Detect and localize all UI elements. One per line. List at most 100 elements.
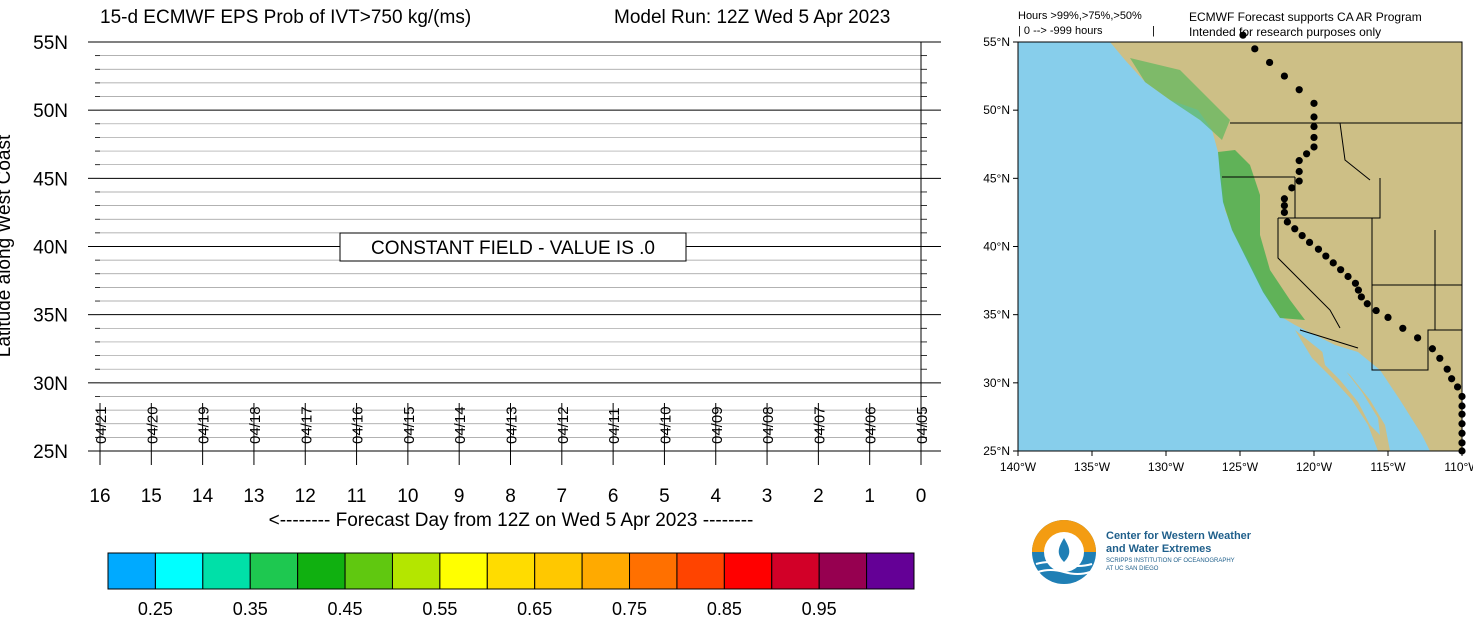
state-borders [1222,122,1462,371]
coast-point-dot [1303,150,1311,158]
map-lat-label: 55°N [983,35,1010,49]
coast-point-dot [1295,157,1303,165]
colorbar-box [866,552,915,590]
y-tick-label: 50N [33,101,68,122]
coast-point-dot [1351,279,1360,287]
north-green [1130,58,1230,140]
model-run-label: Model Run: 12Z Wed 5 Apr 2023 [614,7,891,28]
coast-point-dot [1295,177,1303,185]
x-tick-label: 10 [397,486,418,507]
x-tick-label: 12 [295,486,316,507]
coast-point-dot [1295,86,1303,94]
colorbar-label: 0.25 [138,599,173,619]
coast-point-dot [1280,202,1288,210]
cw3e-logo-icon [1032,520,1096,584]
colorbar-box [202,552,251,590]
x-tick-label: 2 [813,486,824,507]
colorbar-box [344,552,393,590]
date-label: 04/18 [247,406,264,444]
x-tick-label: 15 [141,486,162,507]
coast-point-dot [1354,286,1362,294]
coast-point-dot [1363,300,1371,308]
y-tick-label: 45N [33,169,68,190]
date-label: 04/21 [93,406,110,444]
date-label: 04/20 [144,406,161,444]
coast-point-dot [1266,58,1274,67]
coast-point-dot [1310,122,1318,131]
coast-point-dot [1310,143,1318,151]
chart-grid [100,41,921,452]
colorbar-box [629,552,678,590]
map-lon-label: 125°W [1222,460,1259,474]
map-note-2: Intended for research purposes only [1189,25,1382,39]
coast-point-dot [1310,113,1318,121]
coast-point-dot [1428,345,1436,353]
coastal-green [1218,150,1305,320]
colorbar-box [723,552,773,590]
logo-line-4: AT UC SAN DIEGO [1106,566,1159,572]
coast-point-dot [1329,259,1337,267]
x-tick-label: 7 [557,486,568,507]
x-tick-label: 1 [864,486,875,507]
y-tick-label: 30N [33,374,68,395]
coast-point-dot [1372,306,1380,315]
date-label: 04/10 [657,406,674,444]
logo-line-1: Center for Western Weather [1106,530,1252,542]
gulf-of-california [1322,350,1380,435]
colorbar-box [154,552,204,590]
map-note-1: ECMWF Forecast supports CA AR Program [1189,10,1422,24]
chart-title: 15-d ECMWF EPS Prob of IVT>750 kg/(ms) [100,7,472,28]
colorbar-box [818,552,868,590]
date-label: 04/08 [760,406,777,444]
coast-point-dot [1291,225,1299,233]
colorbar-box [249,552,299,590]
annotation-box [339,232,687,262]
coast-point-dot [1414,334,1422,342]
colorbar-label: 0.45 [328,599,363,619]
coast-point-dot [1280,195,1288,203]
x-tick-label: 4 [710,486,721,507]
map-lon-label: 140°W [1000,460,1037,474]
colorbar-label: 0.75 [612,599,647,619]
coast-point-dot [1448,375,1456,383]
colorbar-box [486,552,536,590]
coast-point-dot [1280,208,1288,217]
date-label: 04/13 [504,406,521,444]
chart-axes [88,41,941,465]
map-lon-label: 130°W [1148,460,1185,474]
logo-line-3: SCRIPPS INSTITUTION OF OCEANOGRAPHY [1106,558,1235,564]
map-legend-separator: | [1152,25,1155,37]
x-tick-label: 0 [916,486,927,507]
x-tick-label: 11 [347,486,367,507]
coast-point-dot [1310,133,1318,142]
date-label: 04/11 [606,408,623,444]
coast-reference-points [1239,31,1466,455]
date-label: 04/12 [555,406,572,444]
x-tick-label: 6 [608,486,619,507]
x-tick-label: 16 [89,486,110,507]
date-label: 04/09 [709,406,726,444]
x-axis-label: <-------- Forecast Day from 12Z on Wed 5… [269,510,754,531]
map-lat-label: 50°N [983,103,1010,117]
coast-point-dot [1288,184,1296,192]
coast-point-dot [1337,266,1345,274]
date-label: 04/15 [401,406,418,444]
date-label: 04/07 [811,406,828,444]
y-tick-label: 35N [33,306,68,327]
colorbar-label: 0.65 [517,599,552,619]
constant-field-annotation: CONSTANT FIELD - VALUE IS .0 [371,238,655,259]
date-label: 04/06 [863,406,880,444]
coast-point-dot [1295,167,1303,176]
colorbar-box [297,552,346,590]
map-legend-line2: | 0 --> -999 hours [1018,25,1103,37]
colorbar-box [439,552,488,590]
colorbar-label: 0.85 [707,599,742,619]
map-lon-label: 110°W [1444,460,1473,474]
date-label: 04/19 [196,406,213,444]
baja-peninsula [1295,330,1390,451]
date-label: 04/16 [350,406,367,444]
land-mass [1110,42,1462,451]
map-lat-label: 30°N [983,376,1010,390]
map-lat-label: 35°N [983,308,1010,322]
date-label: 04/05 [914,406,931,444]
